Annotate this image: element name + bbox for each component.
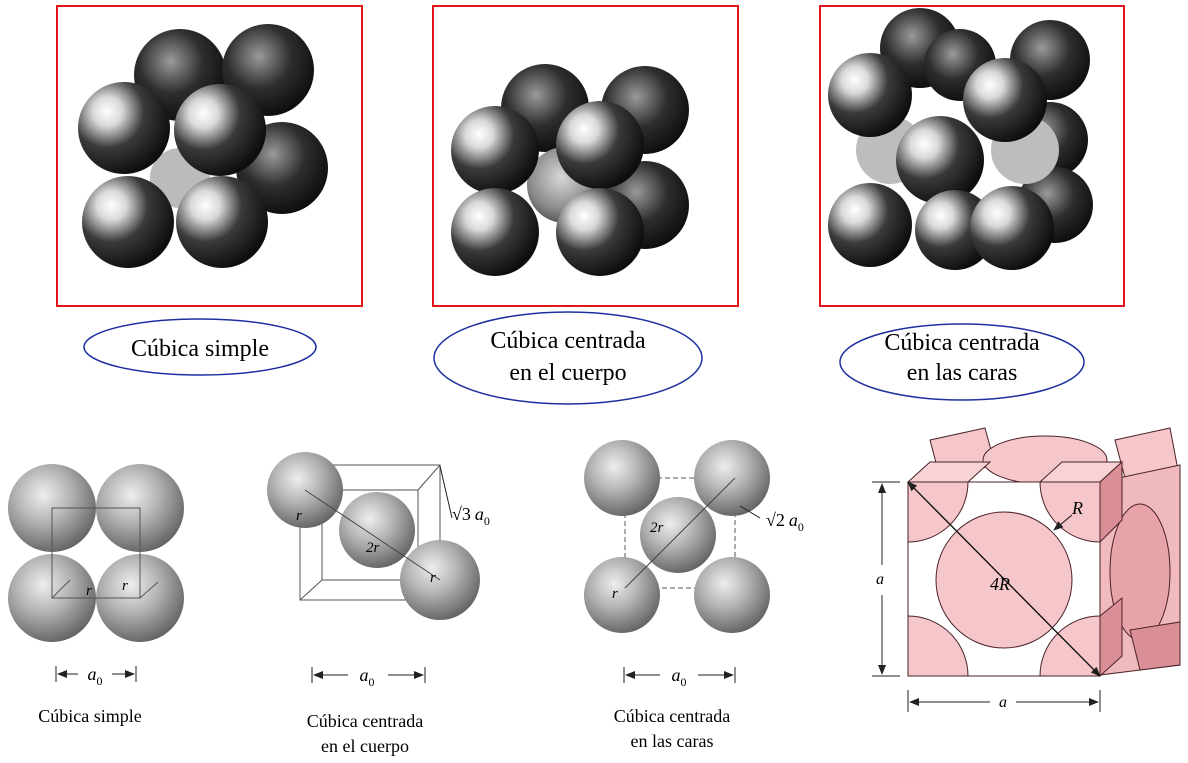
bcc-dimension-a0	[311, 667, 426, 683]
bottom-simple-cubic-diagram	[8, 464, 184, 642]
fcc-2r-label: 2r	[650, 520, 664, 536]
bottom-bcc-label-line2: en el cuerpo	[321, 736, 409, 756]
bottom-simple-cubic-label: Cúbica simple	[38, 706, 141, 726]
fcc-frame	[819, 5, 1125, 307]
simple-r-label-1: r	[86, 583, 92, 599]
fcc-pink-unit-cell	[906, 427, 1181, 678]
bcc-r-label-1: r	[296, 508, 302, 524]
fcc-diagonal-label: √2 a0	[766, 510, 804, 534]
fcc-dim-label: a0	[672, 665, 687, 689]
fcc-cell-r-label: R	[1071, 498, 1083, 518]
top-bcc-label-line1: Cúbica centrada	[490, 328, 646, 354]
simple-r-label-2: r	[122, 578, 128, 594]
fcc-cell-side-h-label: a	[999, 694, 1007, 711]
simple-dim-label: a0	[88, 664, 103, 688]
simple-cubic-label-ellipse	[83, 318, 317, 376]
bcc-label-ellipse	[433, 311, 703, 405]
simple-dimension-a0	[55, 666, 137, 682]
top-fcc-label-line1: Cúbica centrada	[884, 330, 1040, 356]
top-bcc-label-line2: en el cuerpo	[509, 360, 626, 386]
fcc-cell-4r-label: 4R	[990, 574, 1010, 594]
simple-cubic-frame	[56, 5, 363, 307]
bottom-fcc-label-line1: Cúbica centrada	[614, 706, 730, 726]
top-simple-cubic-model	[56, 5, 363, 307]
top-fcc-label-line2: en las caras	[907, 360, 1018, 386]
fcc-cell-vertical-dimension	[872, 481, 900, 677]
bottom-fcc-diagram	[584, 440, 770, 633]
bottom-bcc-diagram	[267, 452, 480, 620]
fcc-label-ellipse	[839, 323, 1085, 401]
bottom-fcc-label-line2: en las caras	[631, 731, 714, 751]
top-bcc-model	[432, 5, 739, 307]
top-fcc-model	[819, 5, 1125, 307]
fcc-cell-side-v-label: a	[876, 571, 884, 588]
bottom-bcc-label-line1: Cúbica centrada	[307, 711, 423, 731]
bcc-diagonal-label: √3 a0	[452, 504, 490, 528]
fcc-dimension-a0	[623, 667, 736, 683]
bcc-frame	[432, 5, 739, 307]
bcc-2r-label: 2r	[366, 540, 380, 556]
top-simple-cubic-label: Cúbica simple	[131, 336, 269, 362]
bcc-dim-label: a0	[360, 665, 375, 689]
bcc-r-label-3: r	[430, 570, 436, 586]
fcc-r-label: r	[612, 586, 618, 602]
fcc-cell-horizontal-dimension	[907, 690, 1101, 712]
